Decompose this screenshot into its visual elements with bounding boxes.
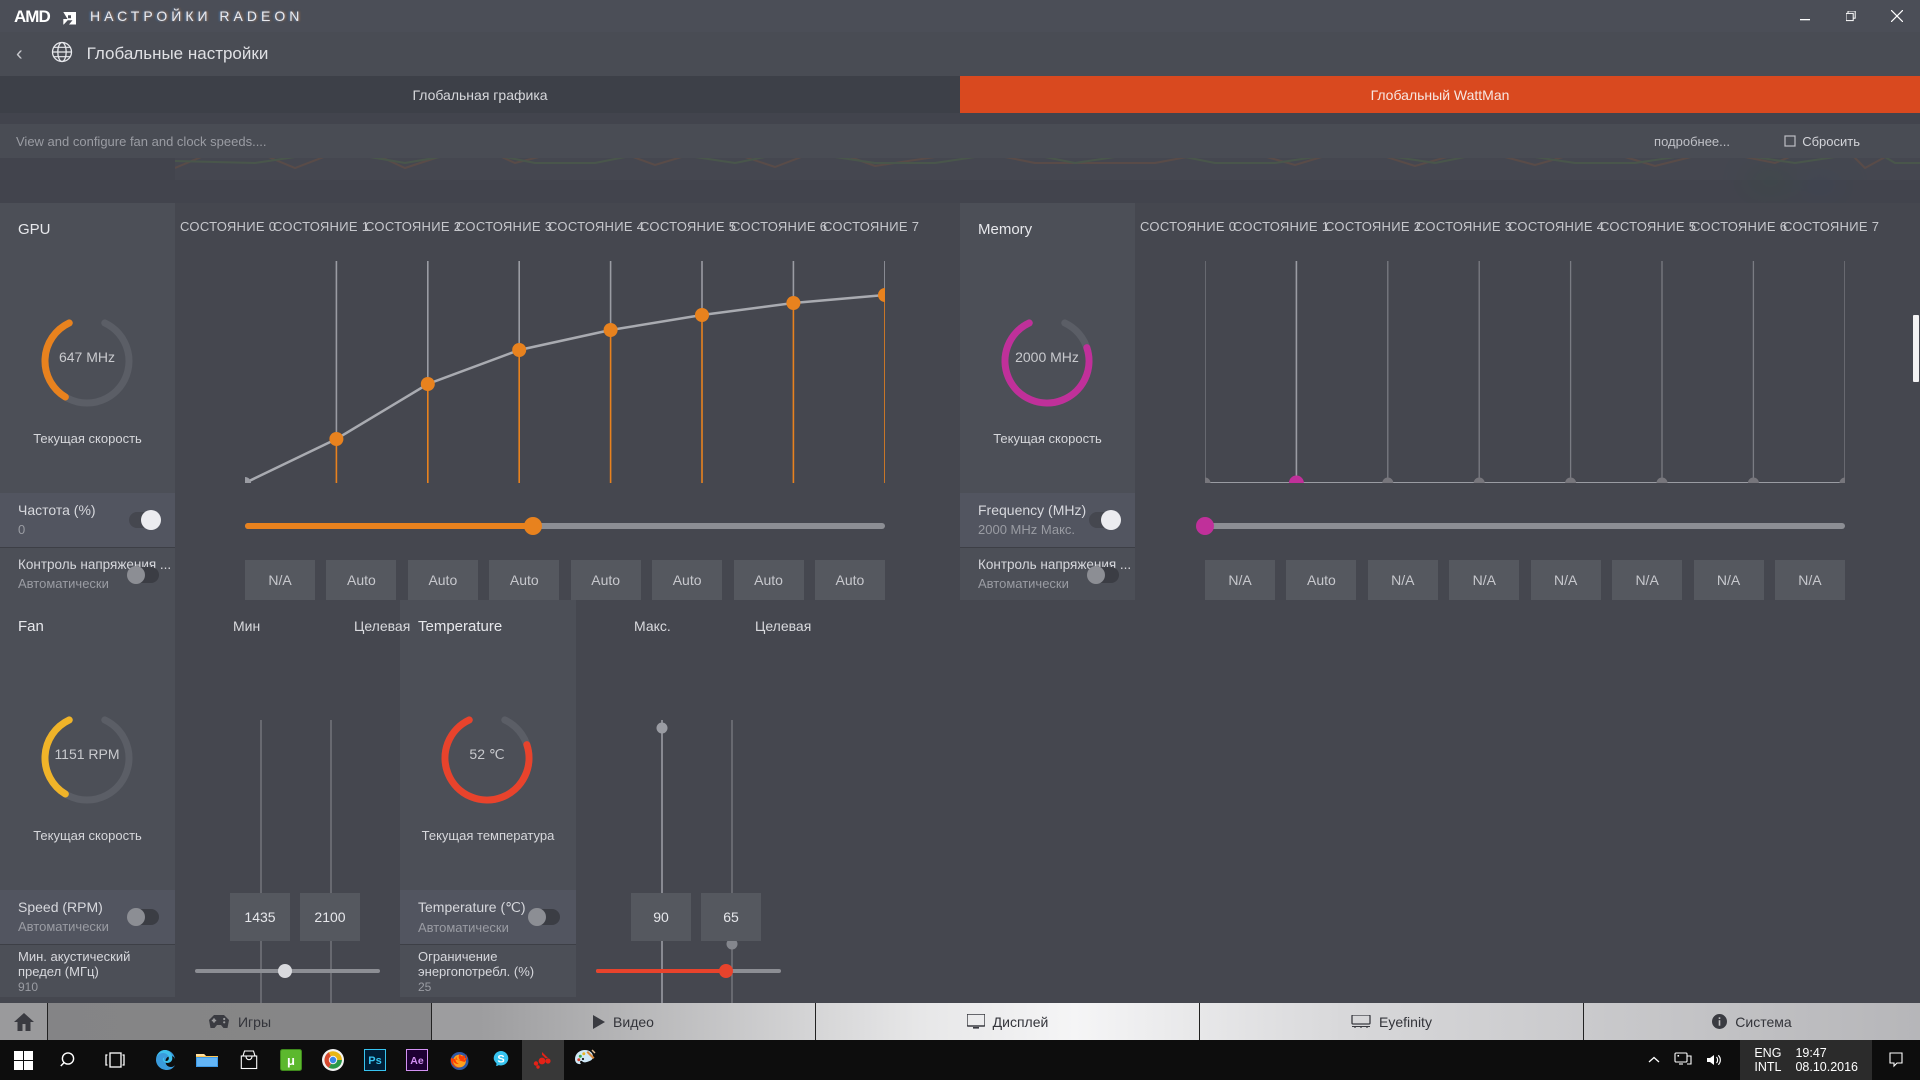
svg-text:S: S <box>497 1054 504 1066</box>
svg-text:Ae: Ae <box>410 1055 424 1067</box>
svg-text:μ: μ <box>287 1053 295 1068</box>
svg-text:AMD: AMD <box>14 8 50 25</box>
svg-text:Ps: Ps <box>368 1055 381 1067</box>
